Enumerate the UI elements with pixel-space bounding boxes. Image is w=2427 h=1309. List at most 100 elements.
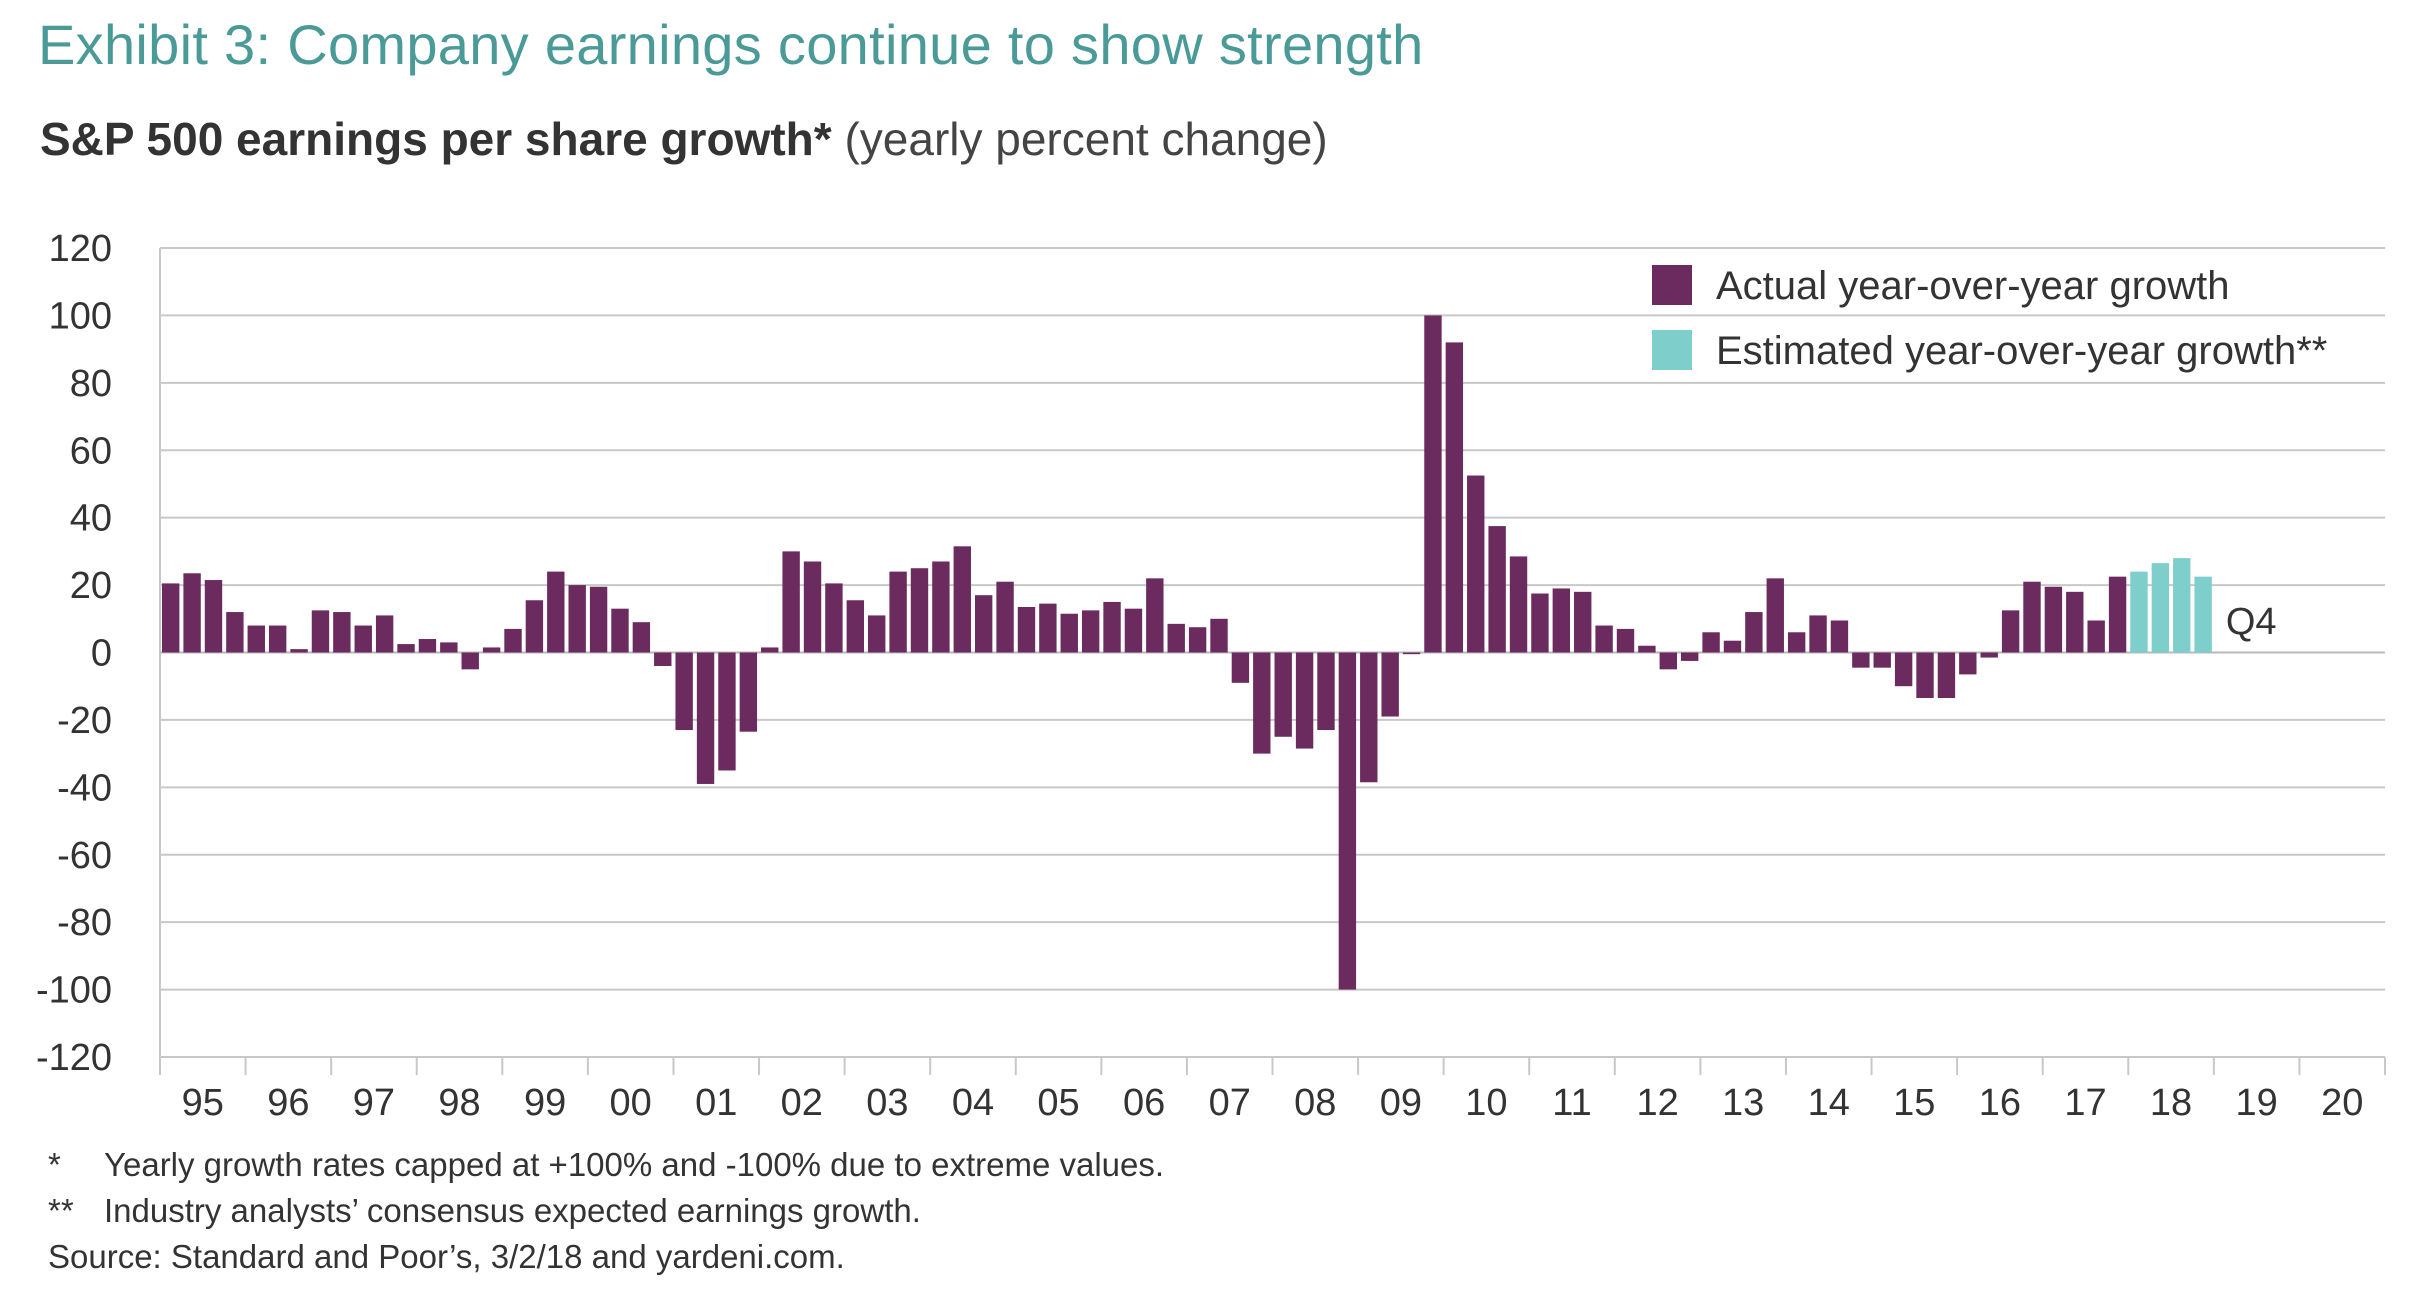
- x-tick-label: 01: [695, 1082, 737, 1124]
- bar-actual: [397, 644, 415, 653]
- q4-annotation: Q4: [2226, 601, 2277, 643]
- bar-actual: [889, 571, 907, 653]
- x-tick-label: 98: [438, 1082, 480, 1124]
- chart-title: Exhibit 3: Company earnings continue to …: [38, 13, 1424, 76]
- bar-actual: [1081, 610, 1100, 653]
- bar-actual: [333, 612, 351, 653]
- legend-label: Actual year-over-year growth: [1716, 264, 2230, 308]
- x-tick-label: 96: [267, 1082, 309, 1124]
- x-tick-label: 14: [1808, 1082, 1850, 1124]
- bar-actual: [1231, 652, 1250, 683]
- bar-actual: [1595, 625, 1613, 653]
- legend: Actual year-over-year growth Estimated ye…: [1652, 264, 2327, 373]
- bar-actual: [974, 595, 993, 653]
- bar-actual: [1338, 652, 1357, 990]
- bar-actual: [1253, 652, 1271, 754]
- x-tick-label: 04: [952, 1082, 994, 1124]
- x-tick-label: 06: [1123, 1082, 1165, 1124]
- bar-actual: [761, 647, 779, 653]
- x-tick-label: 97: [353, 1082, 395, 1124]
- bar-actual: [1531, 593, 1549, 653]
- bar-actual: [910, 568, 929, 653]
- bar-actual: [803, 561, 822, 653]
- bar-actual: [418, 639, 437, 653]
- bar-actual: [1124, 608, 1143, 653]
- bar-actual: [996, 581, 1014, 653]
- x-tick-label: 09: [1380, 1082, 1422, 1124]
- bar-actual: [2108, 576, 2127, 653]
- bar-actual: [1467, 475, 1485, 653]
- bar-actual: [1488, 526, 1506, 653]
- x-tick-label: 13: [1722, 1082, 1764, 1124]
- bar-actual: [461, 652, 479, 670]
- y-tick-label: -60: [57, 835, 112, 877]
- x-tick-label: 08: [1294, 1082, 1336, 1124]
- bar-actual: [1937, 652, 1956, 699]
- bar-estimated: [2194, 576, 2212, 653]
- footnote-text: Yearly growth rates capped at +100% and …: [104, 1146, 1165, 1183]
- bar-actual: [162, 583, 180, 653]
- footnote-mark: **: [48, 1192, 74, 1229]
- bar-actual: [440, 642, 458, 653]
- bar-estimated: [2130, 571, 2148, 653]
- bar-actual: [1424, 315, 1442, 653]
- x-tick-label: 19: [2235, 1082, 2277, 1124]
- y-tick-label: -100: [36, 970, 112, 1012]
- bar-actual: [846, 600, 865, 653]
- bar-actual: [868, 615, 886, 653]
- bar-actual: [2066, 591, 2084, 653]
- bar-estimated: [2151, 563, 2170, 653]
- bar-actual: [2023, 581, 2041, 653]
- legend-swatch-estimated: [1652, 330, 1692, 370]
- legend-swatch-actual: [1652, 265, 1692, 305]
- bar-actual: [1360, 652, 1378, 783]
- y-tick-label: -120: [36, 1037, 112, 1079]
- bar-actual: [290, 649, 308, 653]
- x-tick-label: 02: [781, 1082, 823, 1124]
- bar-actual: [482, 647, 501, 653]
- x-tick-label: 17: [2064, 1082, 2106, 1124]
- y-tick-label: 100: [49, 295, 112, 337]
- bar-actual: [1574, 591, 1592, 653]
- bar-actual: [1980, 652, 1998, 658]
- bar-actual: [1723, 640, 1742, 653]
- bar-actual: [1830, 620, 1849, 653]
- bar-actual: [1680, 652, 1699, 661]
- bar-actual: [1103, 601, 1121, 653]
- bar-actual: [739, 652, 758, 732]
- y-axis-ticks: 120 100 80 60 40 20 0 -20 -40 -60 -80 -100 -120: [36, 228, 112, 1079]
- bar-actual: [1852, 652, 1870, 668]
- bar-actual: [1659, 652, 1677, 670]
- gridlines: [159, 247, 2385, 1075]
- y-tick-label: 40: [70, 498, 112, 540]
- bar-estimated: [2173, 558, 2191, 653]
- x-tick-label: 18: [2150, 1082, 2192, 1124]
- bar-actual: [825, 583, 843, 653]
- bar-actual: [547, 571, 565, 653]
- bar-actual: [204, 580, 223, 653]
- bar-actual: [226, 612, 244, 653]
- bar-actual: [1402, 652, 1421, 655]
- bar-actual: [1552, 588, 1571, 653]
- y-tick-label: 80: [70, 363, 112, 405]
- bar-actual: [1167, 623, 1185, 653]
- x-tick-label: 20: [2321, 1082, 2363, 1124]
- bar-actual: [2044, 586, 2063, 653]
- bar-actual: [782, 551, 800, 653]
- bar-actual: [1146, 578, 1164, 653]
- footnote-2: ** Industry analysts’ consensus expected …: [48, 1188, 1164, 1234]
- y-tick-label: -20: [57, 700, 112, 742]
- x-tick-label: 05: [1037, 1082, 1079, 1124]
- x-axis: 95 96 97 98 99 00 01 02 03 04 05 06 07 08 09 10 11 12 13 14…: [159, 1057, 2386, 1124]
- bar-actual: [1188, 627, 1207, 653]
- x-tick-label: 99: [524, 1082, 566, 1124]
- y-tick-label: 60: [70, 430, 112, 472]
- bar-actual: [654, 652, 672, 666]
- x-tick-label: 12: [1636, 1082, 1678, 1124]
- y-tick-label: -80: [57, 902, 112, 944]
- bars: [162, 315, 2212, 990]
- bar-actual: [1509, 556, 1528, 653]
- x-tick-label: 15: [1893, 1082, 1935, 1124]
- bar-actual: [1809, 615, 1827, 653]
